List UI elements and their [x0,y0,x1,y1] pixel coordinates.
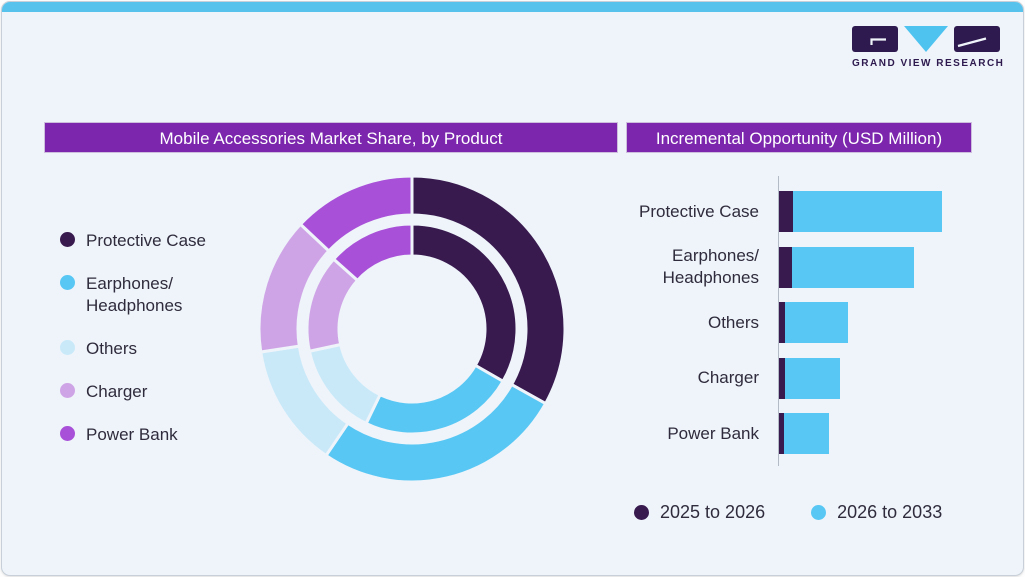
legend-item-label: Charger [86,382,148,401]
legend-color-dot [60,275,75,290]
legend-color-dot [811,505,827,520]
right-panel-title: Incremental Opportunity (USD Million) [626,122,972,153]
legend-item-label: 2025 to 2026 [660,502,766,522]
bar-segment-2026-to-2033 [784,357,840,399]
bar-segment-2025-to-2026 [779,357,785,399]
legend-item-protective-case: Protective Case [60,230,206,252]
bar-row-charger: Charger [627,357,977,399]
left-panel-title: Mobile Accessories Market Share, by Prod… [44,122,618,153]
legend-item-earphones-headphones: Earphones/ Headphones [60,273,206,317]
bar-row-others: Others [627,302,977,343]
bar-track [779,246,914,288]
bar-segment-2025-to-2026 [779,413,784,454]
logo-g-cut [870,38,886,45]
legend-color-dot [60,383,75,398]
logo-r-block [954,26,1000,52]
bar-chart-legend: 2025 to 2026 2026 to 2033 [634,503,942,522]
bar-row-earphones-headphones: Earphones/ Headphones [627,246,977,288]
legend-color-dot [60,426,75,441]
legend-item-label: Protective Case [86,231,206,250]
legend-item-2025-to-2026: 2025 to 2026 [634,503,765,522]
gvr-logo-icon [852,26,1000,52]
bar-segment-2026-to-2033 [785,302,848,343]
logo-v-triangle [904,26,948,52]
bar-track [779,302,848,343]
bar-row-label: Charger [697,368,759,387]
bar-segment-2026-to-2033 [793,191,942,232]
top-accent-bar [2,2,1023,12]
legend-item-2026-to-2033: 2026 to 2033 [811,503,942,522]
bar-row-protective-case: Protective Case [627,191,977,232]
bar-track [779,357,840,399]
legend-item-label: Earphones/ Headphones [86,274,183,315]
grand-view-research-logo: GRAND VIEW RESEARCH [852,26,1005,69]
bar-track [779,413,829,454]
legend-item-others: Others [60,338,206,360]
legend-item-power-bank: Power Bank [60,424,206,446]
legend-item-label: Power Bank [86,425,178,444]
logo-r-cut [957,37,987,48]
legend-item-label: 2026 to 2033 [837,502,943,522]
bar-segment-2026-to-2033 [792,246,914,288]
bar-row-label: Earphones/ Headphones [662,246,759,287]
bar-segment-2025-to-2026 [779,302,785,343]
bar-row-power-bank: Power Bank [627,413,977,454]
legend-color-dot [60,340,75,355]
legend-color-dot [634,505,649,520]
donut-legend: Protective Case Earphones/ Headphones Othe… [60,230,206,446]
bar-row-label: Power Bank [667,423,759,443]
bar-row-label: Protective Case [639,201,759,221]
donut-outer-segment-power-bank [298,174,414,254]
bar-track [779,191,942,232]
bar-segment-2026-to-2033 [783,413,829,454]
legend-item-label: Others [86,339,138,358]
bar-chart-axis-line [778,176,779,466]
legend-item-charger: Charger [60,381,206,403]
bar-segment-2025-to-2026 [779,246,792,288]
incremental-opportunity-bar-chart: Protective Case Earphones/ Headphones Othe… [627,172,977,472]
bar-row-label: Others [707,312,759,332]
legend-color-dot [60,232,75,247]
logo-caption: GRAND VIEW RESEARCH [852,58,1005,69]
donut-inner-segment-power-bank [331,222,414,283]
bar-segment-2025-to-2026 [779,191,793,232]
donut-chart [257,174,567,484]
